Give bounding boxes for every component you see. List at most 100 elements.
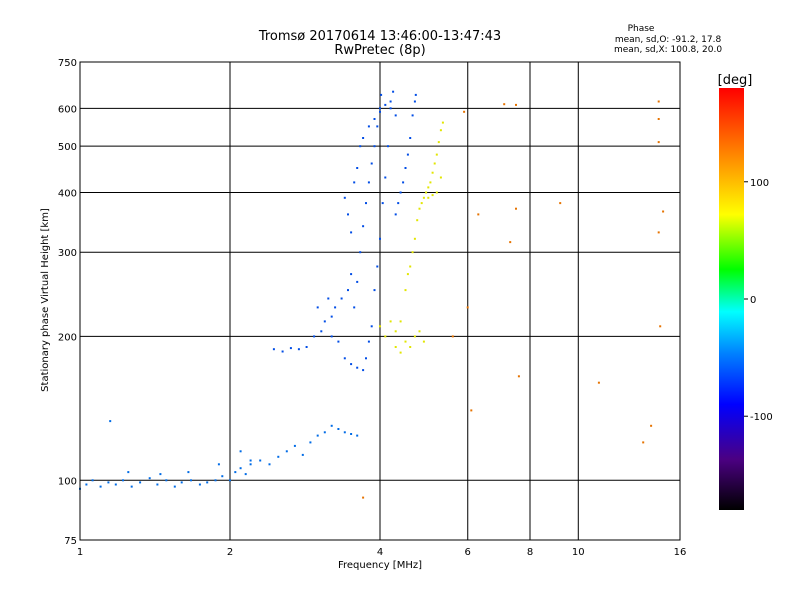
data-point bbox=[297, 348, 300, 351]
data-point bbox=[411, 251, 414, 254]
axis-ticks: 1 2 4 6 8 10 16 75 100 200 300 400 500 600 750 bbox=[58, 58, 686, 558]
grid-lines bbox=[80, 62, 680, 540]
y-tick-label: 600 bbox=[58, 104, 77, 115]
data-point bbox=[404, 340, 407, 343]
data-point bbox=[234, 471, 237, 474]
y-tick-label: 100 bbox=[58, 476, 77, 487]
data-point bbox=[389, 100, 392, 103]
data-point bbox=[394, 114, 397, 117]
data-point bbox=[399, 320, 402, 323]
data-point bbox=[517, 375, 520, 378]
data-point bbox=[330, 335, 333, 338]
data-point bbox=[431, 171, 434, 174]
data-point bbox=[187, 471, 190, 474]
data-point bbox=[359, 251, 362, 254]
data-point bbox=[394, 213, 397, 216]
x-tick-label: 10 bbox=[572, 547, 585, 558]
x-tick-label: 4 bbox=[377, 547, 383, 558]
data-point bbox=[367, 125, 370, 128]
data-point bbox=[409, 265, 412, 268]
x-axis-label: Frequency [MHz] bbox=[338, 560, 422, 571]
y-tick-label: 300 bbox=[58, 248, 77, 259]
y-tick-label: 500 bbox=[58, 142, 77, 153]
y-tick-label: 75 bbox=[64, 536, 77, 547]
data-point bbox=[384, 176, 387, 179]
data-point bbox=[373, 118, 376, 120]
data-point bbox=[399, 191, 402, 194]
data-point bbox=[340, 297, 343, 300]
data-point bbox=[433, 162, 436, 165]
data-point bbox=[657, 118, 660, 120]
data-point bbox=[330, 315, 333, 318]
data-point bbox=[416, 219, 419, 222]
data-point bbox=[559, 202, 562, 205]
data-point bbox=[293, 444, 296, 447]
data-point bbox=[109, 420, 112, 423]
data-point bbox=[431, 194, 434, 197]
data-point bbox=[285, 450, 288, 453]
data-point bbox=[127, 471, 130, 474]
data-point bbox=[320, 330, 323, 333]
data-point bbox=[642, 441, 645, 444]
stats-heading: Phase bbox=[628, 24, 655, 34]
data-point bbox=[353, 306, 356, 309]
data-point bbox=[359, 145, 362, 148]
data-point bbox=[662, 210, 665, 213]
data-point bbox=[214, 479, 217, 482]
data-point bbox=[406, 153, 409, 156]
data-point bbox=[470, 409, 473, 412]
data-point bbox=[384, 103, 387, 106]
data-point bbox=[99, 485, 102, 488]
y-tick-label: 750 bbox=[58, 58, 77, 69]
data-point bbox=[413, 100, 416, 103]
data-point bbox=[379, 325, 381, 328]
data-point bbox=[362, 369, 365, 372]
data-point bbox=[91, 479, 94, 482]
data-point bbox=[316, 434, 319, 437]
data-point bbox=[122, 479, 124, 482]
data-point bbox=[330, 424, 333, 427]
colorbar-tick-label: -100 bbox=[750, 412, 773, 423]
data-point bbox=[313, 335, 316, 338]
data-point bbox=[165, 479, 168, 482]
stats-line-x: mean, sd,X: 100.8, 20.0 bbox=[614, 45, 722, 55]
data-point bbox=[337, 428, 340, 430]
data-point bbox=[244, 473, 247, 476]
data-point bbox=[427, 186, 430, 189]
data-point bbox=[85, 483, 88, 486]
data-point bbox=[323, 431, 326, 434]
x-tick-label: 1 bbox=[77, 547, 83, 558]
data-point bbox=[327, 297, 330, 300]
data-point bbox=[394, 330, 397, 333]
data-point bbox=[376, 265, 379, 268]
data-point bbox=[597, 381, 600, 384]
data-point bbox=[515, 207, 517, 210]
data-point bbox=[107, 481, 110, 484]
data-point bbox=[347, 213, 349, 216]
data-point bbox=[411, 114, 414, 117]
x-tick-label: 16 bbox=[674, 547, 687, 558]
data-point bbox=[422, 340, 425, 343]
data-point bbox=[356, 167, 359, 169]
data-point bbox=[370, 325, 373, 328]
data-point bbox=[435, 191, 438, 194]
data-point bbox=[463, 110, 466, 113]
data-point bbox=[249, 459, 252, 462]
data-point bbox=[309, 441, 312, 444]
data-point bbox=[323, 320, 326, 323]
chart-title: Tromsø 20170614 13:46:00-13:47:43 bbox=[258, 29, 501, 44]
data-point bbox=[362, 137, 365, 139]
data-point bbox=[281, 350, 284, 353]
data-point bbox=[114, 483, 117, 486]
data-point bbox=[420, 202, 423, 205]
data-point bbox=[289, 347, 292, 350]
data-point bbox=[380, 93, 383, 96]
x-tick-label: 8 bbox=[527, 547, 533, 558]
data-point bbox=[272, 348, 275, 351]
data-point bbox=[206, 481, 209, 484]
data-point bbox=[356, 434, 359, 437]
data-point bbox=[399, 351, 402, 354]
colorbar-tick-label: 100 bbox=[750, 178, 769, 189]
data-point bbox=[229, 479, 231, 482]
